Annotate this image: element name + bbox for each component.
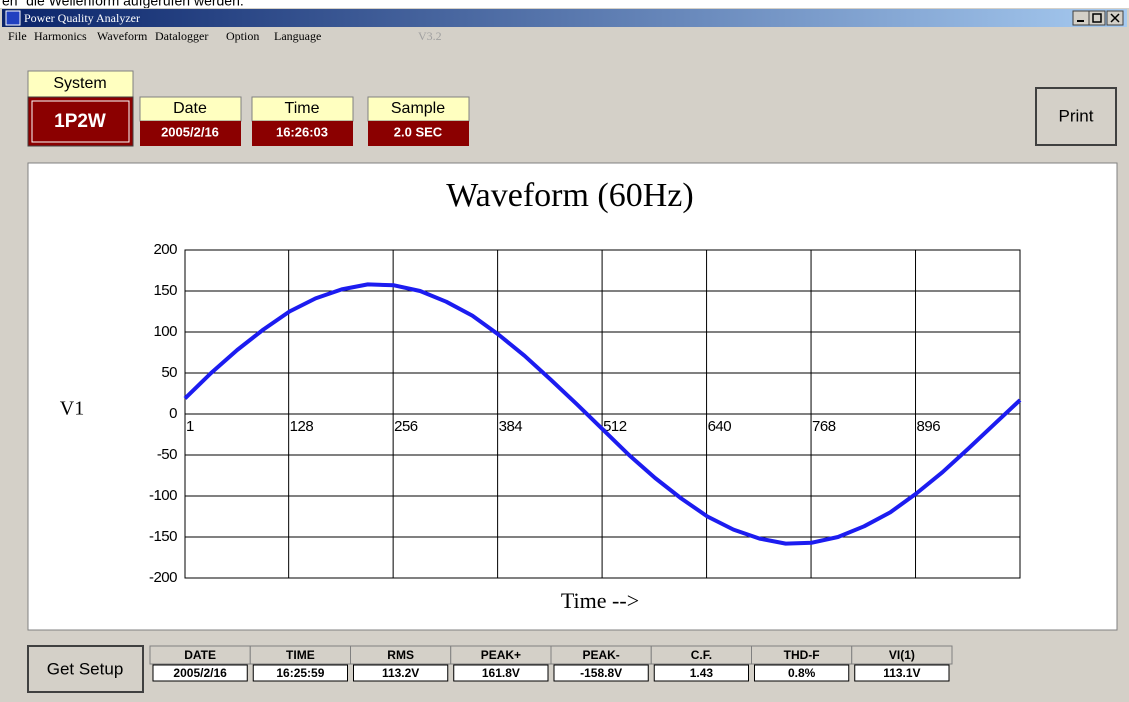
system-value: 1P2W [54, 111, 106, 132]
y-tick-label: -150 [149, 528, 177, 545]
get-setup-label[interactable]: Get Setup [47, 659, 124, 678]
x-tick-label: 640 [708, 418, 732, 435]
y-tick-label: 0 [169, 405, 177, 422]
value-text: 113.2V [382, 666, 419, 680]
value-cell [754, 664, 850, 682]
chart-title: Waveform (60Hz) [446, 177, 693, 214]
value-text: 161.8V [482, 666, 520, 680]
sample-value: 2.0 SEC [394, 124, 443, 139]
y-tick-label: 50 [161, 364, 177, 381]
time-value-box [252, 121, 353, 146]
date-label-box [139, 96, 242, 122]
plot-frame [184, 249, 1021, 579]
date-value: 2005/2/16 [161, 124, 219, 139]
print-button-face[interactable] [1035, 87, 1117, 146]
app-icon [5, 10, 21, 26]
value-cell [252, 664, 348, 682]
system-value-box [27, 96, 134, 147]
header-text: RMS [387, 648, 414, 662]
header-text: C.F. [691, 648, 712, 662]
value-cell [353, 664, 449, 682]
window-controls[interactable] [1072, 10, 1124, 26]
y-tick-label: 150 [153, 282, 177, 299]
time-label-box [251, 96, 354, 122]
value-text: 0.8% [788, 666, 816, 680]
header-text: THD-F [784, 648, 820, 662]
time-label: Time [285, 100, 320, 117]
menu-item[interactable]: Language [274, 29, 321, 43]
print-label[interactable]: Print [1059, 106, 1094, 125]
x-tick-label: 256 [394, 418, 418, 435]
plot: -200 -150 -100 -50 0 50 100 150 200 1 128 256 384 512… [149, 241, 1022, 586]
get-setup-face[interactable] [27, 645, 144, 693]
caption: en“ die Wellenform aufgerufen werden. [2, 0, 244, 9]
value-cell [553, 664, 649, 682]
header-text: PEAK+ [481, 648, 521, 662]
waveform-line [183, 282, 1022, 546]
y-tick-label: -200 [149, 569, 177, 586]
maximize[interactable] [1088, 10, 1106, 26]
x-tick-label: 128 [290, 418, 314, 435]
value-cell [653, 664, 749, 682]
value-text: 1.43 [690, 666, 714, 680]
get-setup-button[interactable]: Get Setup [27, 645, 144, 693]
header-text: VI(1) [889, 648, 915, 662]
value-text: 2005/2/16 [173, 666, 227, 680]
time-value: 16:26:03 [276, 124, 328, 139]
header-cell [851, 645, 953, 665]
y-tick-label: 100 [153, 323, 177, 340]
y-tick-label: 200 [153, 241, 177, 258]
chart-panel [27, 162, 1118, 631]
sample-label-box [367, 96, 470, 122]
x-tick-label: 768 [812, 418, 836, 435]
value-text: 113.1V [883, 666, 920, 680]
value-text: 16:25:59 [276, 666, 324, 680]
x-axis-label: Time --> [561, 588, 639, 613]
version: V3.2 [418, 29, 442, 43]
readings-table: DATE TIME RMS PEAK+ PEAK- C.F. THD-F VI(1) 2005/… [149, 645, 953, 682]
system-value-frame [31, 100, 130, 143]
date-value-box [140, 121, 241, 146]
minimize[interactable] [1072, 10, 1090, 26]
sample-label: Sample [391, 100, 445, 117]
system-label: System [53, 75, 106, 92]
menu-item[interactable]: Datalogger [155, 29, 208, 43]
date-label: Date [173, 100, 207, 117]
y-tick-label: -100 [149, 487, 177, 504]
value-cell [152, 664, 248, 682]
window-title: Power Quality Analyzer [24, 11, 140, 25]
header-text: DATE [184, 648, 216, 662]
menu-item[interactable]: Harmonics [34, 29, 87, 43]
header-text: TIME [286, 648, 315, 662]
print-button[interactable]: Print [1035, 87, 1117, 146]
value-text: -158.8V [580, 666, 622, 680]
y-axis-label: V1 [60, 398, 84, 420]
x-tick-label: 1 [186, 418, 194, 435]
header-text: PEAK- [582, 648, 619, 662]
menu-item[interactable]: Waveform [97, 29, 148, 43]
menu-bar: File Harmonics Waveform Datalogger Option Lan… [8, 29, 321, 43]
x-tick-label: 896 [917, 418, 941, 435]
x-tick-label: 384 [499, 418, 523, 435]
value-cell [854, 664, 950, 682]
value-cell [453, 664, 549, 682]
x-tick-label: 512 [603, 418, 627, 435]
title-bar [2, 9, 1127, 27]
menu-item[interactable]: File [8, 29, 27, 43]
sample-value-box [368, 121, 469, 146]
y-tick-label: -50 [157, 446, 177, 463]
menu-item[interactable]: Option [226, 29, 259, 43]
